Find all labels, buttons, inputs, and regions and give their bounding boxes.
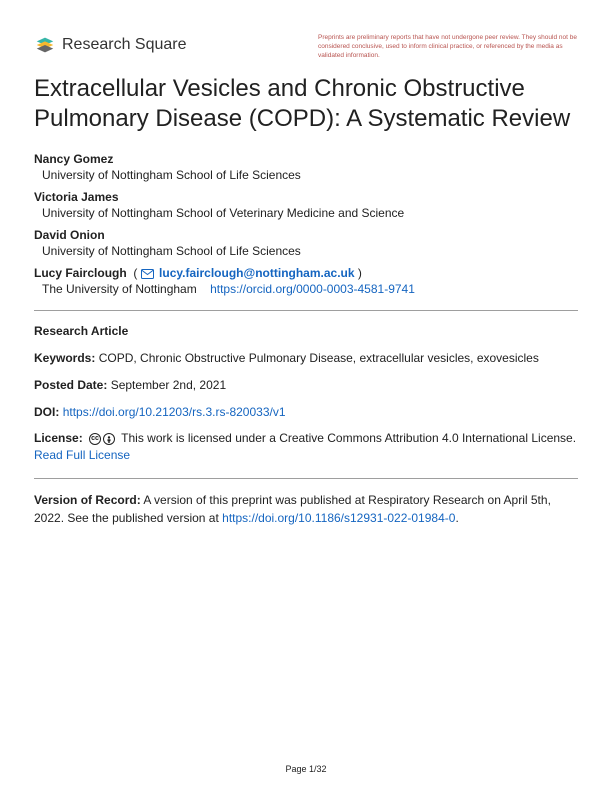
cc-by-icon xyxy=(103,433,115,445)
posted-date-value: September 2nd, 2021 xyxy=(111,378,226,392)
version-link[interactable]: https://doi.org/10.1186/s12931-022-01984… xyxy=(222,511,455,525)
author-entry: Victoria James University of Nottingham … xyxy=(34,190,578,220)
license-label: License: xyxy=(34,431,83,445)
author-name: Lucy Fairclough xyxy=(34,266,127,280)
author-affiliation: University of Nottingham School of Life … xyxy=(34,244,578,258)
doi-line: DOI: https://doi.org/10.21203/rs.3.rs-82… xyxy=(34,404,578,421)
corresponding-affiliation-line: The University of Nottingham https://orc… xyxy=(34,282,578,296)
author-affiliation: The University of Nottingham xyxy=(42,282,197,296)
author-list: Nancy Gomez University of Nottingham Sch… xyxy=(34,152,578,296)
orcid-link[interactable]: https://orcid.org/0000-0003-4581-9741 xyxy=(210,282,415,296)
doi-link[interactable]: https://doi.org/10.21203/rs.3.rs-820033/… xyxy=(63,405,286,419)
divider xyxy=(34,310,578,311)
email-icon xyxy=(141,269,154,279)
email-open-paren: ( xyxy=(130,266,141,280)
version-text-end: . xyxy=(455,511,458,525)
email-close-paren: ) xyxy=(358,266,362,280)
keywords-label: Keywords: xyxy=(34,351,95,365)
author-affiliation: University of Nottingham School of Veter… xyxy=(34,206,578,220)
license-line: License: cc This work is licensed under … xyxy=(34,430,578,464)
cc-icon: cc xyxy=(89,433,101,445)
article-type-label: Research Article xyxy=(34,324,128,338)
license-text: This work is licensed under a Creative C… xyxy=(121,431,576,445)
header: Research Square Preprints are preliminar… xyxy=(34,34,578,60)
author-name: Nancy Gomez xyxy=(34,152,578,166)
author-entry: David Onion University of Nottingham Sch… xyxy=(34,228,578,258)
author-entry: Nancy Gomez University of Nottingham Sch… xyxy=(34,152,578,182)
brand-name: Research Square xyxy=(62,36,187,54)
research-square-logo-icon xyxy=(34,34,56,56)
keywords-value: COPD, Chronic Obstructive Pulmonary Dise… xyxy=(99,351,539,365)
article-type: Research Article xyxy=(34,323,578,340)
cc-icons: cc xyxy=(89,433,115,445)
version-of-record: Version of Record: A version of this pre… xyxy=(34,491,578,527)
doi-label: DOI: xyxy=(34,405,59,419)
preprint-disclaimer: Preprints are preliminary reports that h… xyxy=(318,34,578,60)
keywords-line: Keywords: COPD, Chronic Obstructive Pulm… xyxy=(34,350,578,367)
author-affiliation: University of Nottingham School of Life … xyxy=(34,168,578,182)
posted-date-label: Posted Date: xyxy=(34,378,107,392)
author-name: Victoria James xyxy=(34,190,578,204)
divider xyxy=(34,478,578,479)
author-name: David Onion xyxy=(34,228,578,242)
corresponding-author-line: Lucy Fairclough ( lucy.fairclough@nottin… xyxy=(34,266,578,280)
posted-date-line: Posted Date: September 2nd, 2021 xyxy=(34,377,578,394)
corresponding-email-link[interactable]: lucy.fairclough@nottingham.ac.uk xyxy=(159,266,355,280)
corresponding-author-entry: Lucy Fairclough ( lucy.fairclough@nottin… xyxy=(34,266,578,296)
page-number: Page 1/32 xyxy=(0,764,612,774)
version-label: Version of Record: xyxy=(34,493,141,507)
license-full-link[interactable]: Read Full License xyxy=(34,448,130,462)
paper-title: Extracellular Vesicles and Chronic Obstr… xyxy=(34,74,578,134)
brand-logo: Research Square xyxy=(34,34,187,56)
